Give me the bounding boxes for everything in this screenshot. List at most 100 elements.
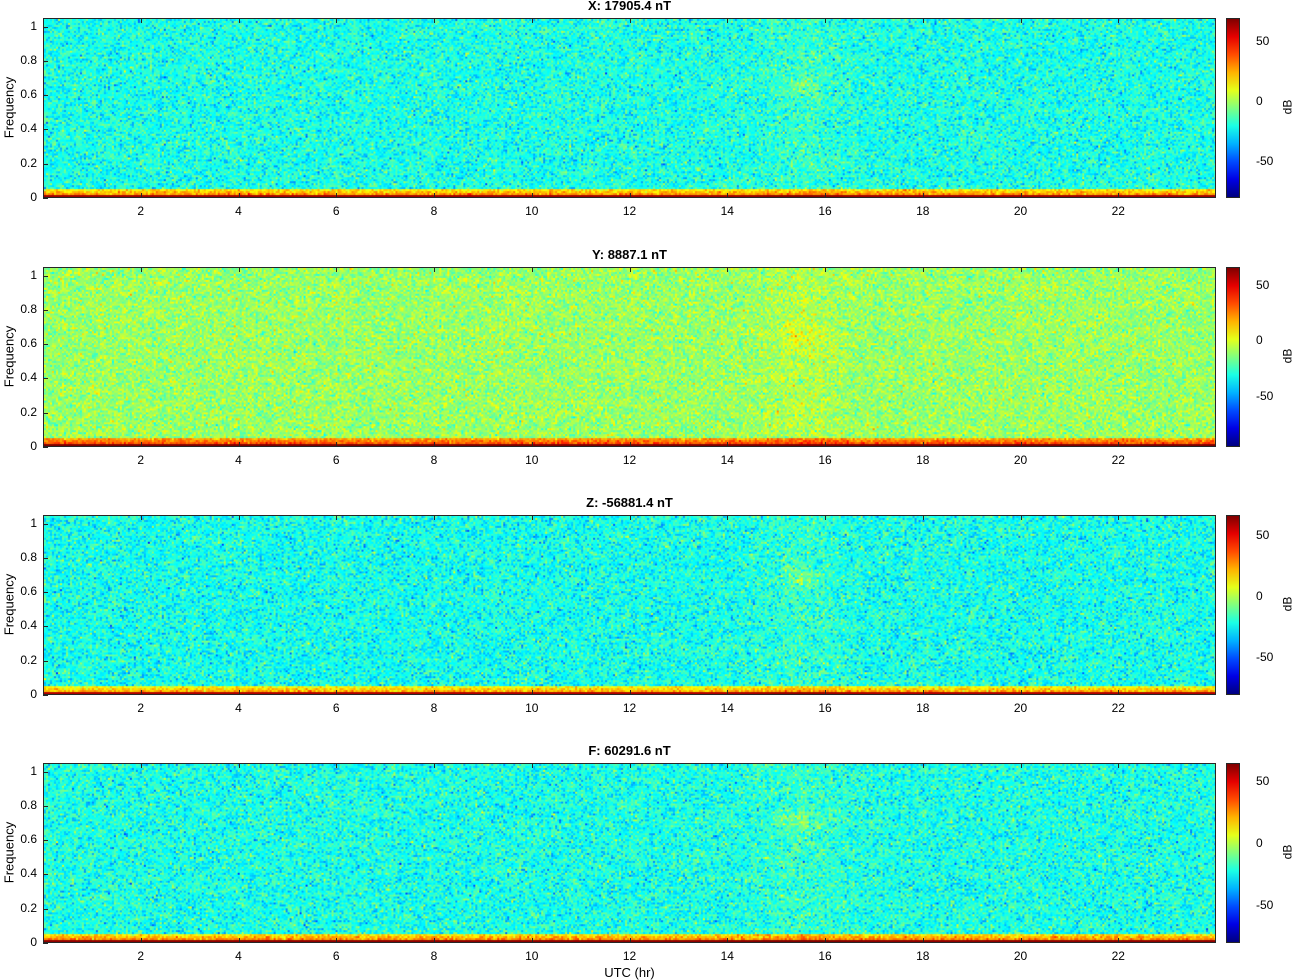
colorbar-label: dB (1280, 99, 1295, 115)
x-tick-mark (434, 763, 435, 768)
x-tick-label: 10 (525, 949, 539, 963)
y-tick-label: 0.8 (20, 52, 37, 67)
colorbar-tick-label: -50 (1256, 897, 1274, 912)
x-tick-mark (727, 267, 729, 272)
x-tick-mark (140, 763, 142, 768)
x-tick-mark (727, 18, 729, 23)
x-tick-label: 4 (235, 949, 242, 963)
x-tick-mark (140, 193, 142, 198)
x-tick-label: 18 (916, 453, 930, 467)
spectrogram-image (44, 516, 1215, 694)
y-tick-mark (43, 275, 48, 277)
x-tick-label: 8 (430, 949, 438, 963)
x-tick-mark (531, 442, 533, 447)
x-tick-label: 12 (622, 453, 637, 467)
x-tick-label: 12 (622, 949, 637, 963)
x-tick-mark (727, 938, 729, 943)
x-tick-label: 4 (235, 453, 242, 467)
x-tick-mark (336, 193, 338, 198)
y-tick-label: 1 (30, 267, 37, 282)
y-tick-label: 0.2 (20, 155, 37, 170)
x-tick-mark (238, 515, 240, 520)
y-tick-label: 0.2 (20, 900, 37, 915)
x-tick-mark (336, 938, 338, 943)
x-tick-mark (825, 442, 826, 447)
x-tick-mark (1020, 442, 1022, 447)
x-tick-mark (531, 515, 533, 520)
x-tick-mark (531, 938, 533, 943)
y-tick-label: 0 (30, 687, 37, 701)
colorbar-label: dB (1280, 348, 1295, 364)
y-tick-mark (43, 874, 48, 876)
y-axis-label: Frequency (1, 573, 17, 636)
spectrogram-plot-area (43, 18, 1216, 198)
colorbar-tick-label: 0 (1256, 589, 1263, 604)
x-tick-mark (727, 515, 729, 520)
y-tick-label: 0 (30, 190, 37, 204)
x-tick-mark (1020, 938, 1022, 943)
colorbar (1226, 763, 1240, 943)
x-tick-mark (140, 18, 142, 23)
colorbar-tick-label: -50 (1256, 389, 1274, 403)
colorbar-label: dB (1280, 844, 1295, 860)
y-tick-label: 1 (30, 515, 37, 530)
y-tick-mark (43, 840, 48, 842)
x-tick-label: 16 (818, 701, 832, 715)
x-tick-label: 14 (720, 949, 734, 963)
x-tick-mark (629, 763, 631, 768)
x-tick-mark (1118, 18, 1120, 23)
x-tick-mark (434, 690, 435, 695)
y-tick-mark (43, 198, 48, 199)
x-tick-mark (629, 267, 631, 272)
x-tick-label: 18 (916, 204, 930, 218)
x-tick-mark (238, 442, 240, 447)
x-tick-mark (825, 267, 826, 272)
x-tick-mark (336, 515, 338, 520)
x-tick-mark (336, 267, 338, 272)
colorbar-tick-label: 50 (1256, 527, 1270, 542)
x-tick-mark (140, 515, 142, 520)
y-tick-mark (43, 626, 48, 628)
x-tick-label: 2 (137, 453, 145, 467)
y-tick-label: 0.2 (20, 652, 37, 667)
x-tick-mark (238, 690, 240, 695)
y-tick-label: 0 (30, 935, 37, 949)
x-tick-mark (727, 763, 729, 768)
x-tick-label: 6 (332, 453, 340, 467)
spectrogram-plot-area (43, 763, 1216, 943)
x-tick-label: 4 (235, 204, 242, 218)
spectrogram-plot-area (43, 515, 1216, 695)
x-tick-mark (238, 267, 240, 272)
x-tick-mark (434, 938, 435, 943)
x-tick-mark (629, 515, 631, 520)
x-tick-label: 22 (1111, 204, 1125, 218)
y-tick-mark (43, 344, 48, 346)
y-tick-label: 0.4 (20, 121, 37, 136)
x-tick-label: 12 (622, 701, 637, 715)
x-tick-mark (140, 442, 142, 447)
y-tick-label: 0.4 (20, 618, 37, 633)
colorbar-tick-label: 50 (1256, 34, 1270, 48)
x-tick-label: 2 (137, 204, 145, 218)
x-tick-mark (922, 193, 924, 198)
x-tick-label: 2 (137, 701, 145, 715)
x-tick-mark (531, 18, 533, 23)
x-tick-mark (336, 690, 338, 695)
x-tick-mark (1118, 763, 1120, 768)
x-tick-mark (825, 763, 826, 768)
x-tick-label: 18 (916, 701, 930, 715)
x-tick-mark (238, 763, 240, 768)
spectrogram-image (44, 19, 1215, 197)
y-tick-label: 0.6 (20, 584, 37, 599)
y-tick-label: 0 (30, 439, 37, 453)
x-axis-label: UTC (hr) (604, 965, 655, 980)
colorbar-tick-label: 0 (1256, 333, 1263, 348)
colorbar (1226, 515, 1240, 695)
x-tick-label: 4 (235, 701, 242, 715)
y-tick-mark (43, 447, 48, 448)
x-tick-label: 6 (332, 701, 340, 715)
x-tick-mark (1020, 515, 1022, 520)
x-tick-mark (531, 763, 533, 768)
x-tick-label: 6 (332, 949, 340, 963)
